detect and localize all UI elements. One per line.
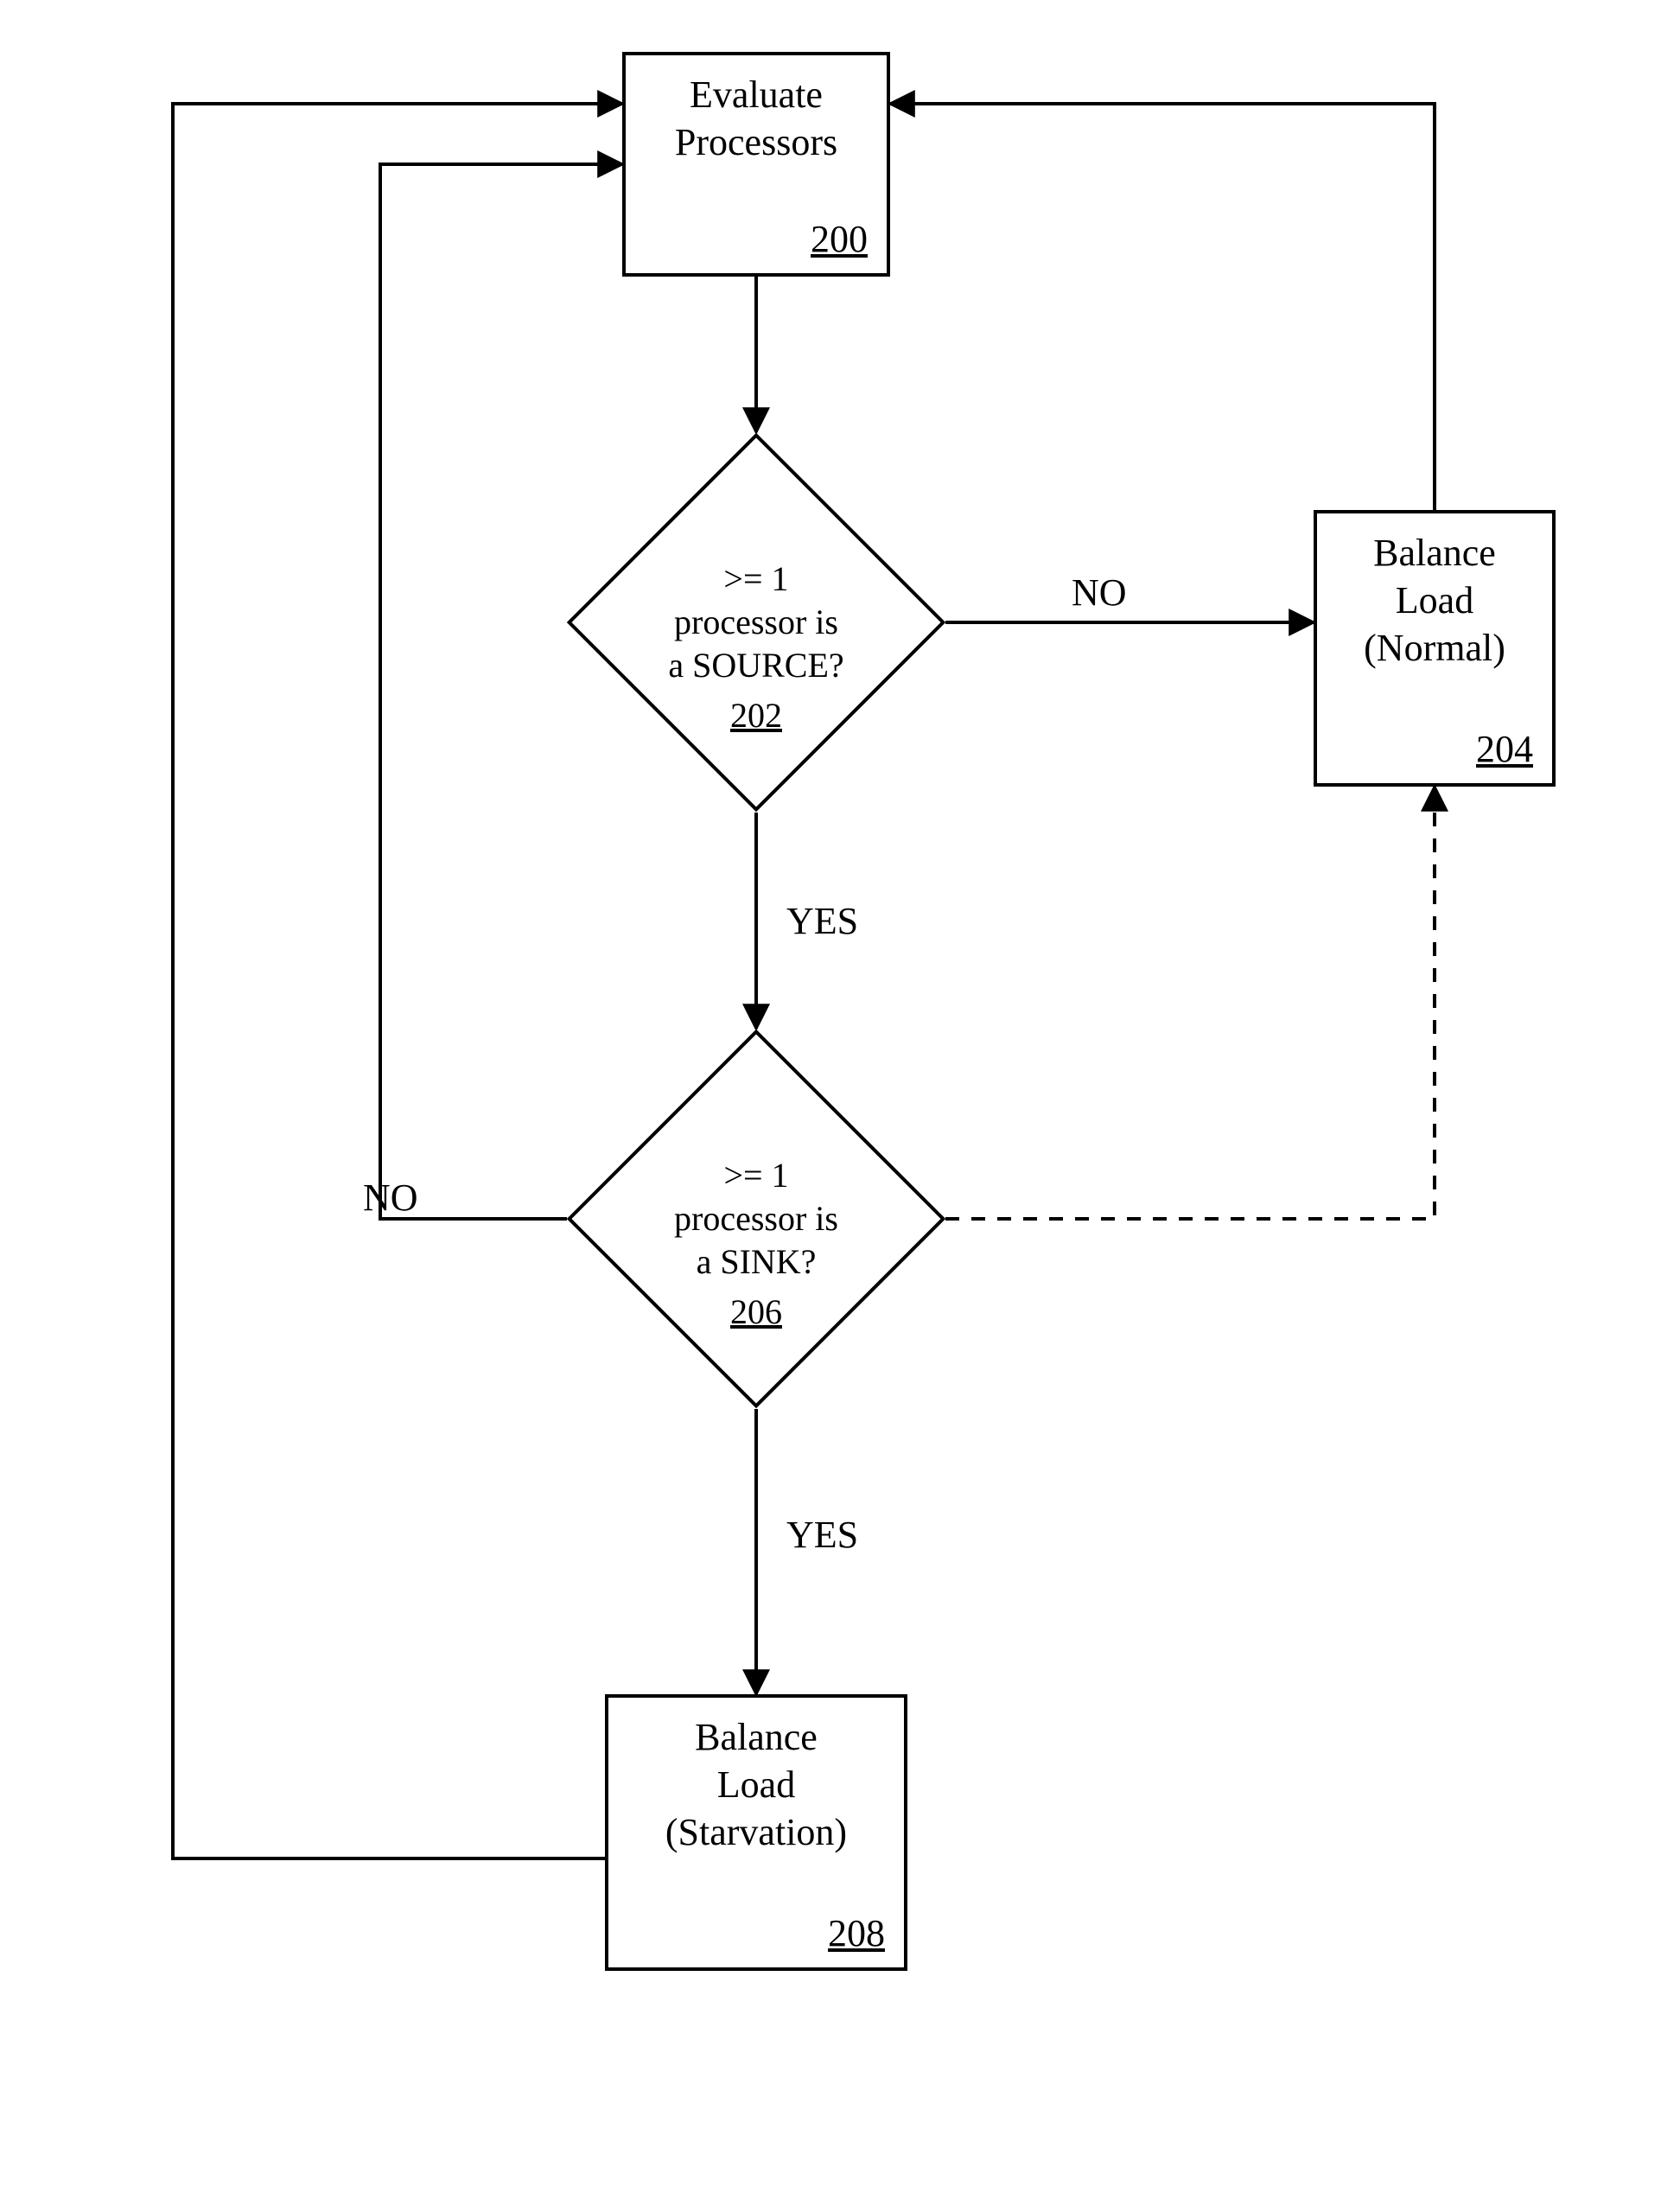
label-line: processor is: [674, 1199, 838, 1238]
label-line: Balance: [695, 1716, 818, 1758]
node-label: >= 1 processor is a SINK?: [674, 1154, 838, 1284]
label-line: Evaluate: [690, 73, 823, 116]
node-balance-starvation: Balance Load (Starvation) 208: [605, 1694, 907, 1971]
node-ref: 202: [622, 695, 890, 736]
label-line: a SINK?: [697, 1242, 817, 1281]
label-line: Load: [1396, 579, 1473, 622]
label-line: >= 1: [723, 1156, 788, 1195]
node-label: Balance Load (Normal): [1364, 529, 1505, 672]
edge-label-yes: YES: [786, 1513, 858, 1557]
node-ref: 206: [622, 1291, 890, 1332]
flowchart-canvas: Evaluate Processors 200 >= 1 processor i…: [0, 0, 1680, 2193]
label-line: processor is: [674, 602, 838, 641]
node-ref: 204: [1476, 727, 1533, 771]
label-line: a SOURCE?: [668, 646, 843, 685]
node-label: Balance Load (Starvation): [665, 1713, 847, 1856]
diamond-inner: >= 1 processor is a SOURCE? 202: [622, 488, 890, 756]
node-label: Evaluate Processors: [675, 71, 837, 166]
node-decision-sink: >= 1 processor is a SINK? 206: [622, 1085, 890, 1353]
label-line: Balance: [1373, 532, 1496, 574]
node-label: >= 1 processor is a SOURCE?: [668, 558, 843, 687]
node-ref: 200: [811, 217, 868, 261]
label-line: (Normal): [1364, 627, 1505, 669]
node-balance-normal: Balance Load (Normal) 204: [1314, 510, 1556, 787]
node-ref: 208: [828, 1911, 885, 1955]
label-line: (Starvation): [665, 1811, 847, 1853]
label-line: Processors: [675, 121, 837, 163]
label-line: Load: [717, 1763, 795, 1806]
edge-label-no: NO: [1072, 571, 1127, 615]
node-decision-source: >= 1 processor is a SOURCE? 202: [622, 488, 890, 756]
node-evaluate-processors: Evaluate Processors 200: [622, 52, 890, 277]
label-line: >= 1: [723, 559, 788, 598]
edge-label-yes: YES: [786, 899, 858, 943]
edge-label-no: NO: [363, 1176, 418, 1220]
diamond-inner: >= 1 processor is a SINK? 206: [622, 1085, 890, 1353]
